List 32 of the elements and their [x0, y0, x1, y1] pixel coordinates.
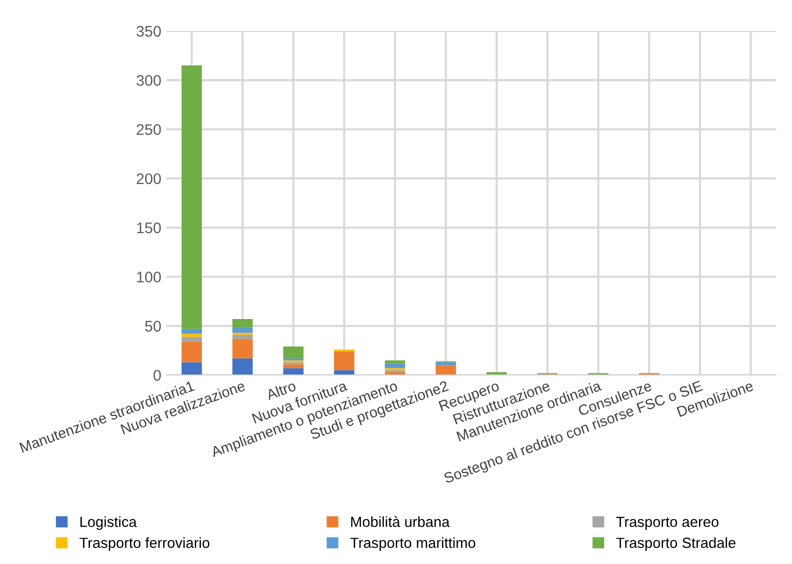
y-tick-label: 350 — [136, 26, 161, 37]
bar — [232, 319, 253, 328]
bar — [182, 65, 202, 329]
bar — [182, 342, 202, 362]
legend-label: Logistica — [80, 516, 137, 530]
legend-label: Trasporto Stradale — [616, 537, 736, 551]
bar — [436, 365, 456, 376]
y-tick-label: 0 — [154, 370, 161, 381]
bar — [232, 328, 253, 333]
bar — [182, 328, 202, 334]
legend-label: Trasporto marittimo — [350, 537, 476, 551]
y-tick-label: 150 — [137, 222, 161, 234]
legend-label: Trasporto ferroviario — [80, 537, 210, 551]
y-tick-label: 50 — [145, 320, 161, 332]
bar — [283, 364, 304, 368]
bar — [232, 338, 253, 358]
y-tick-label: 200 — [136, 173, 161, 184]
bar — [283, 368, 304, 376]
y-tick-label: 250 — [136, 124, 161, 136]
bar — [182, 362, 202, 376]
x-tick-label: Altro — [265, 380, 296, 400]
bar — [334, 351, 354, 370]
bar — [384, 360, 406, 364]
legend-label: Trasporto aereo — [616, 516, 718, 530]
bar — [384, 363, 406, 368]
bar — [182, 336, 202, 342]
legend-label: Mobilità urbana — [351, 516, 450, 528]
bar — [232, 358, 253, 376]
bar — [334, 370, 354, 376]
bar — [283, 346, 304, 358]
y-tick-label: 300 — [136, 75, 161, 86]
y-tick-label: 100 — [137, 272, 161, 282]
